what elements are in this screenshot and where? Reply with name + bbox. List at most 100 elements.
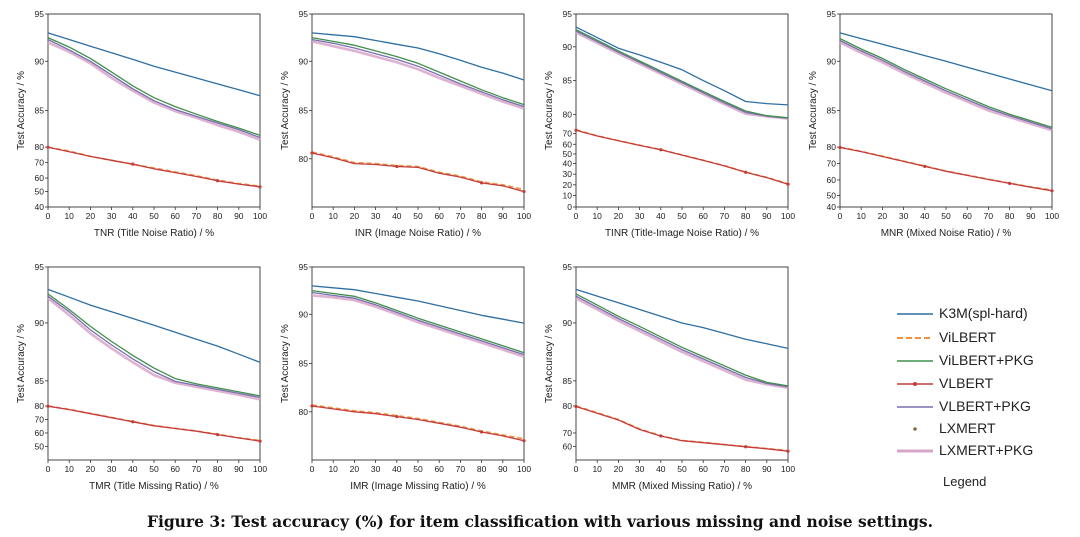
x-tick-label: 0 <box>46 211 51 221</box>
x-tick-label: 70 <box>984 211 994 221</box>
x-tick-label: 70 <box>456 211 466 221</box>
x-tick-label: 80 <box>213 211 223 221</box>
series-line-vlbert <box>47 405 261 442</box>
series-marker-vlbert <box>786 449 790 453</box>
series-line-vlbert <box>311 405 525 442</box>
y-tick-label: 90 <box>299 56 309 66</box>
y-tick-label: 70 <box>563 129 573 139</box>
series-marker-vlbert <box>1050 189 1054 193</box>
x-axis-label: TMR (Title Missing Ratio) / % <box>89 481 219 492</box>
legend-swatch-vlbert <box>897 382 933 386</box>
legend-label-vlbert: VLBERT <box>939 375 994 391</box>
x-tick-label: 40 <box>128 464 138 474</box>
x-tick-label: 40 <box>392 464 402 474</box>
series-line-vlbert <box>311 152 525 193</box>
legend-swatch-vlbert-pkg <box>897 406 933 408</box>
x-tick-label: 30 <box>371 211 381 221</box>
y-axis-label: Test Accuracy / % <box>280 71 291 150</box>
plot-frame <box>839 13 1053 208</box>
legend-entry-lxmert-pkg: LXMERT+PKG <box>895 441 1075 461</box>
series-line-vlbert-pkg <box>575 30 789 119</box>
y-tick-label: 95 <box>35 9 45 19</box>
y-tick-label: 90 <box>299 309 309 319</box>
x-tick-label: 30 <box>635 464 645 474</box>
y-tick-label: 80 <box>35 142 45 152</box>
x-tick-label: 80 <box>213 464 223 474</box>
series-marker-vlbert <box>480 181 484 185</box>
x-tick-label: 50 <box>413 464 423 474</box>
x-tick-label: 60 <box>434 464 444 474</box>
series-line-k3m-spl-hard <box>575 26 789 106</box>
x-tick-label: 20 <box>878 211 888 221</box>
legend-label-vilbert-pkg: ViLBERT+PKG <box>939 352 1034 368</box>
series-line-k3m-spl-hard <box>47 288 261 363</box>
x-axis-label: TNR (Title Noise Ratio) / % <box>94 228 214 239</box>
x-tick-label: 90 <box>234 211 244 221</box>
legend-swatch-lxmert <box>913 427 917 431</box>
legend-entry-lxmert: LXMERT <box>895 419 1075 439</box>
legend-label-vilbert: ViLBERT <box>939 329 997 345</box>
x-tick-label: 100 <box>517 211 531 221</box>
chart-panel-5: 0 10 20 30 40 50 60 70 80 90 100 95 90 85 80 70 60 50 TMR … <box>16 262 267 492</box>
x-tick-label: 10 <box>856 211 866 221</box>
series-marker-vlbert <box>46 145 50 149</box>
series-marker-vlbert <box>1008 181 1012 185</box>
x-tick-label: 30 <box>899 211 909 221</box>
series-line-k3m-spl-hard <box>47 32 261 97</box>
x-tick-label: 40 <box>128 211 138 221</box>
series-line-lxmert-pkg <box>575 31 789 120</box>
x-tick-label: 30 <box>371 464 381 474</box>
y-tick-label: 70 <box>35 158 45 168</box>
series-marker-vlbert <box>131 162 135 166</box>
y-tick-label: 50 <box>563 149 573 159</box>
y-tick-label: 40 <box>563 159 573 169</box>
y-tick-label: 90 <box>35 318 45 328</box>
x-tick-label: 80 <box>477 464 487 474</box>
y-tick-label: 70 <box>827 159 837 169</box>
series-line-vlbert <box>47 146 261 188</box>
series-line-lxmert-pkg <box>311 294 525 358</box>
legend-title: Legend <box>943 474 987 489</box>
series-line-vilbert-pkg <box>575 29 789 119</box>
y-tick-label: 80 <box>827 142 837 152</box>
x-tick-label: 10 <box>328 211 338 221</box>
y-tick-label: 85 <box>299 106 309 116</box>
x-tick-label: 0 <box>310 211 315 221</box>
series-marker-vlbert <box>923 164 927 168</box>
x-axis-label: IMR (Image Missing Ratio) / % <box>350 481 486 492</box>
series-line-vilbert <box>311 151 525 191</box>
y-tick-label: 90 <box>563 318 573 328</box>
chart-panel-7: 0 10 20 30 40 50 60 70 80 90 100 95 90 85 80 70 60 MMR (M… <box>544 262 795 492</box>
plot-frame <box>311 266 525 461</box>
x-tick-label: 80 <box>1005 211 1015 221</box>
x-tick-label: 0 <box>574 464 579 474</box>
y-tick-label: 30 <box>563 169 573 179</box>
x-tick-label: 40 <box>656 211 666 221</box>
series-line-vlbert-pkg <box>47 295 261 399</box>
series-marker-vlbert <box>744 445 748 449</box>
x-tick-label: 90 <box>762 211 772 221</box>
y-tick-label: 60 <box>563 441 573 451</box>
legend-label-k3m: K3M(spl-hard) <box>939 305 1028 321</box>
series-line-vilbert-pkg <box>47 293 261 397</box>
y-axis-label: Test Accuracy / % <box>16 324 27 403</box>
x-tick-label: 20 <box>86 464 96 474</box>
y-tick-label: 70 <box>35 414 45 424</box>
legend-entry-vlbert-pkg: VLBERT+PKG <box>895 397 1075 417</box>
y-axis-label: Test Accuracy / % <box>280 324 291 403</box>
series-line-k3m-spl-hard <box>311 32 525 81</box>
x-tick-label: 50 <box>149 464 159 474</box>
series-marker-vlbert <box>480 430 484 434</box>
x-tick-label: 10 <box>592 464 602 474</box>
series-marker-vlbert <box>522 439 526 443</box>
x-tick-label: 80 <box>741 464 751 474</box>
x-tick-label: 90 <box>498 464 508 474</box>
x-tick-label: 70 <box>192 211 202 221</box>
y-tick-label: 80 <box>563 401 573 411</box>
x-tick-label: 30 <box>635 211 645 221</box>
x-tick-label: 60 <box>962 211 972 221</box>
figure-caption: Figure 3: Test accuracy (%) for item cla… <box>146 512 934 531</box>
x-tick-label: 20 <box>614 464 624 474</box>
legend-swatch-lxmert-pkg <box>897 449 933 453</box>
